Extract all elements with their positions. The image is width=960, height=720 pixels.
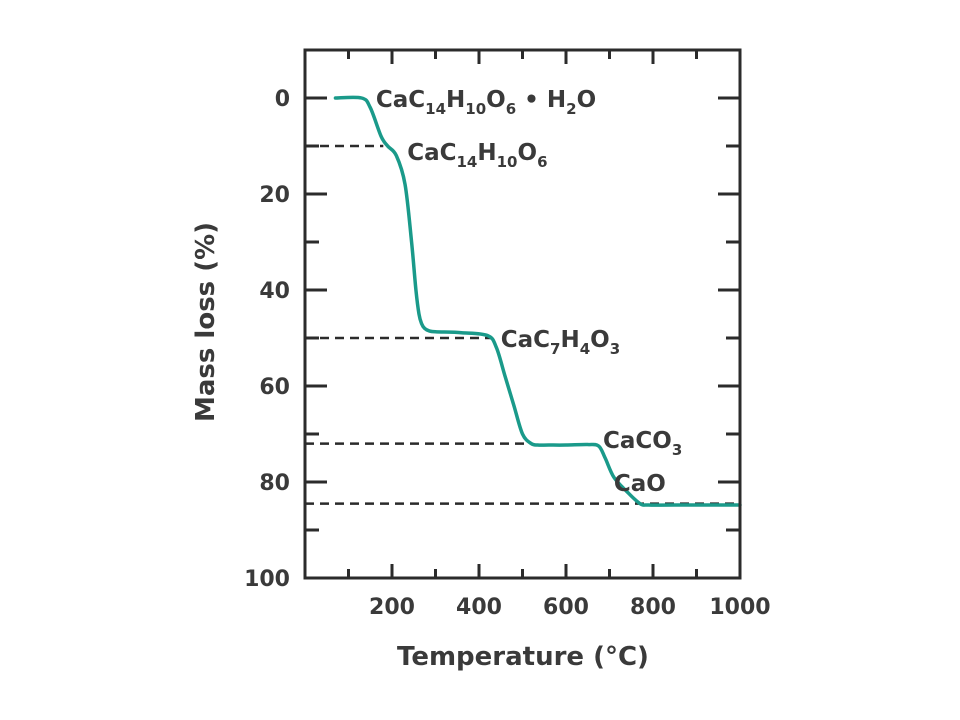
x-tick-label: 600 [543, 595, 589, 620]
species-label: CaO [614, 471, 666, 497]
y-tick-label: 40 [259, 279, 290, 304]
y-tick-labels: 0 20 40 60 80 100 [244, 87, 290, 592]
y-tick-label: 0 [275, 87, 290, 112]
y-axis-title: Mass loss (%) [191, 222, 221, 422]
species-annotations: CaC14H10O6 • H2O CaC14H10O6 CaC7H4O3 CaCO3 C… [376, 87, 682, 497]
x-tick-label: 1000 [709, 595, 770, 620]
axis-ticks [305, 50, 740, 578]
species-label: CaC7H4O3 [501, 327, 620, 358]
x-tick-labels: 200 400 600 800 1000 [369, 595, 771, 620]
species-label: CaCO3 [603, 428, 682, 459]
species-label: CaC14H10O6 • H2O [376, 87, 596, 118]
x-tick-label: 800 [630, 595, 676, 620]
species-label: CaC14H10O6 [407, 140, 547, 171]
y-tick-label: 80 [259, 471, 290, 496]
y-tick-label: 100 [244, 567, 290, 592]
x-axis-title: Temperature (°C) [397, 642, 649, 672]
x-tick-label: 200 [369, 595, 415, 620]
y-tick-label: 60 [259, 375, 290, 400]
plot-frame [303, 48, 742, 580]
y-tick-label: 20 [259, 183, 290, 208]
x-tick-label: 400 [456, 595, 502, 620]
mass-loss-curve [333, 95, 742, 507]
